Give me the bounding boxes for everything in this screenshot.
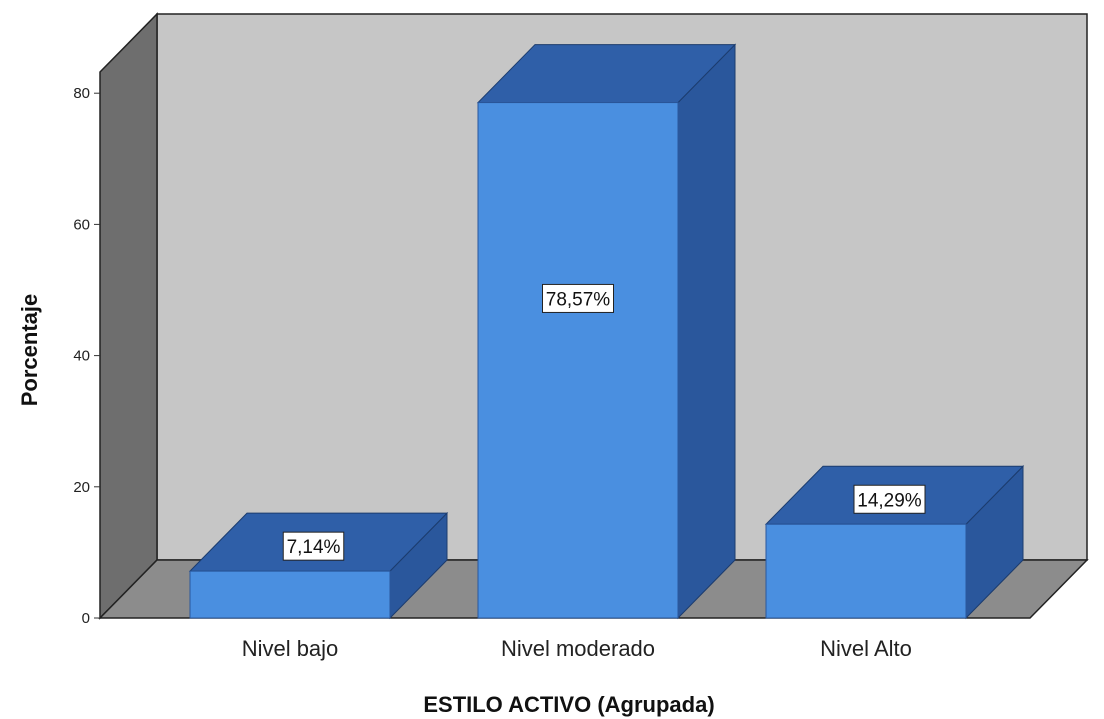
- bar: [765, 523, 967, 619]
- bar-group: 14,29%: [764, 465, 1025, 620]
- y-axis-ticks: 0 20 40 60 80: [73, 85, 100, 627]
- y-tick-label: 0: [82, 610, 90, 627]
- bar-group: 7,14%: [188, 511, 449, 620]
- y-tick-label: 60: [73, 216, 90, 233]
- data-label: 14,29%: [853, 484, 926, 514]
- data-label-box: [542, 283, 614, 313]
- data-label-text: 7,14%: [287, 537, 341, 558]
- data-label-text: 14,29%: [857, 490, 922, 511]
- x-category-label: Nivel bajo: [242, 636, 339, 661]
- y-tick-label: 20: [73, 479, 90, 496]
- bar: [189, 570, 391, 619]
- data-label: 7,14%: [282, 531, 345, 561]
- bars: 7,14% 78,57% 14,29%: [188, 43, 1025, 620]
- x-axis-title: ESTILO ACTIVO (Agrupada): [423, 692, 714, 717]
- y-axis-title: Porcentaje: [17, 294, 42, 407]
- y-tick-label: 40: [73, 348, 90, 365]
- data-label-box: [853, 484, 926, 514]
- bar: [477, 102, 679, 619]
- bar-group: 78,57%: [476, 43, 737, 620]
- data-label-box: [282, 531, 345, 561]
- y-tick-label: 80: [73, 85, 90, 102]
- data-label: 78,57%: [542, 283, 614, 313]
- x-category-label: Nivel Alto: [820, 636, 912, 661]
- x-category-label: Nivel moderado: [501, 636, 655, 661]
- bar-side: [677, 43, 736, 620]
- data-label-text: 78,57%: [546, 289, 611, 310]
- side-wall: [99, 12, 158, 620]
- x-axis-categories: Nivel bajo Nivel moderado Nivel Alto: [242, 636, 912, 661]
